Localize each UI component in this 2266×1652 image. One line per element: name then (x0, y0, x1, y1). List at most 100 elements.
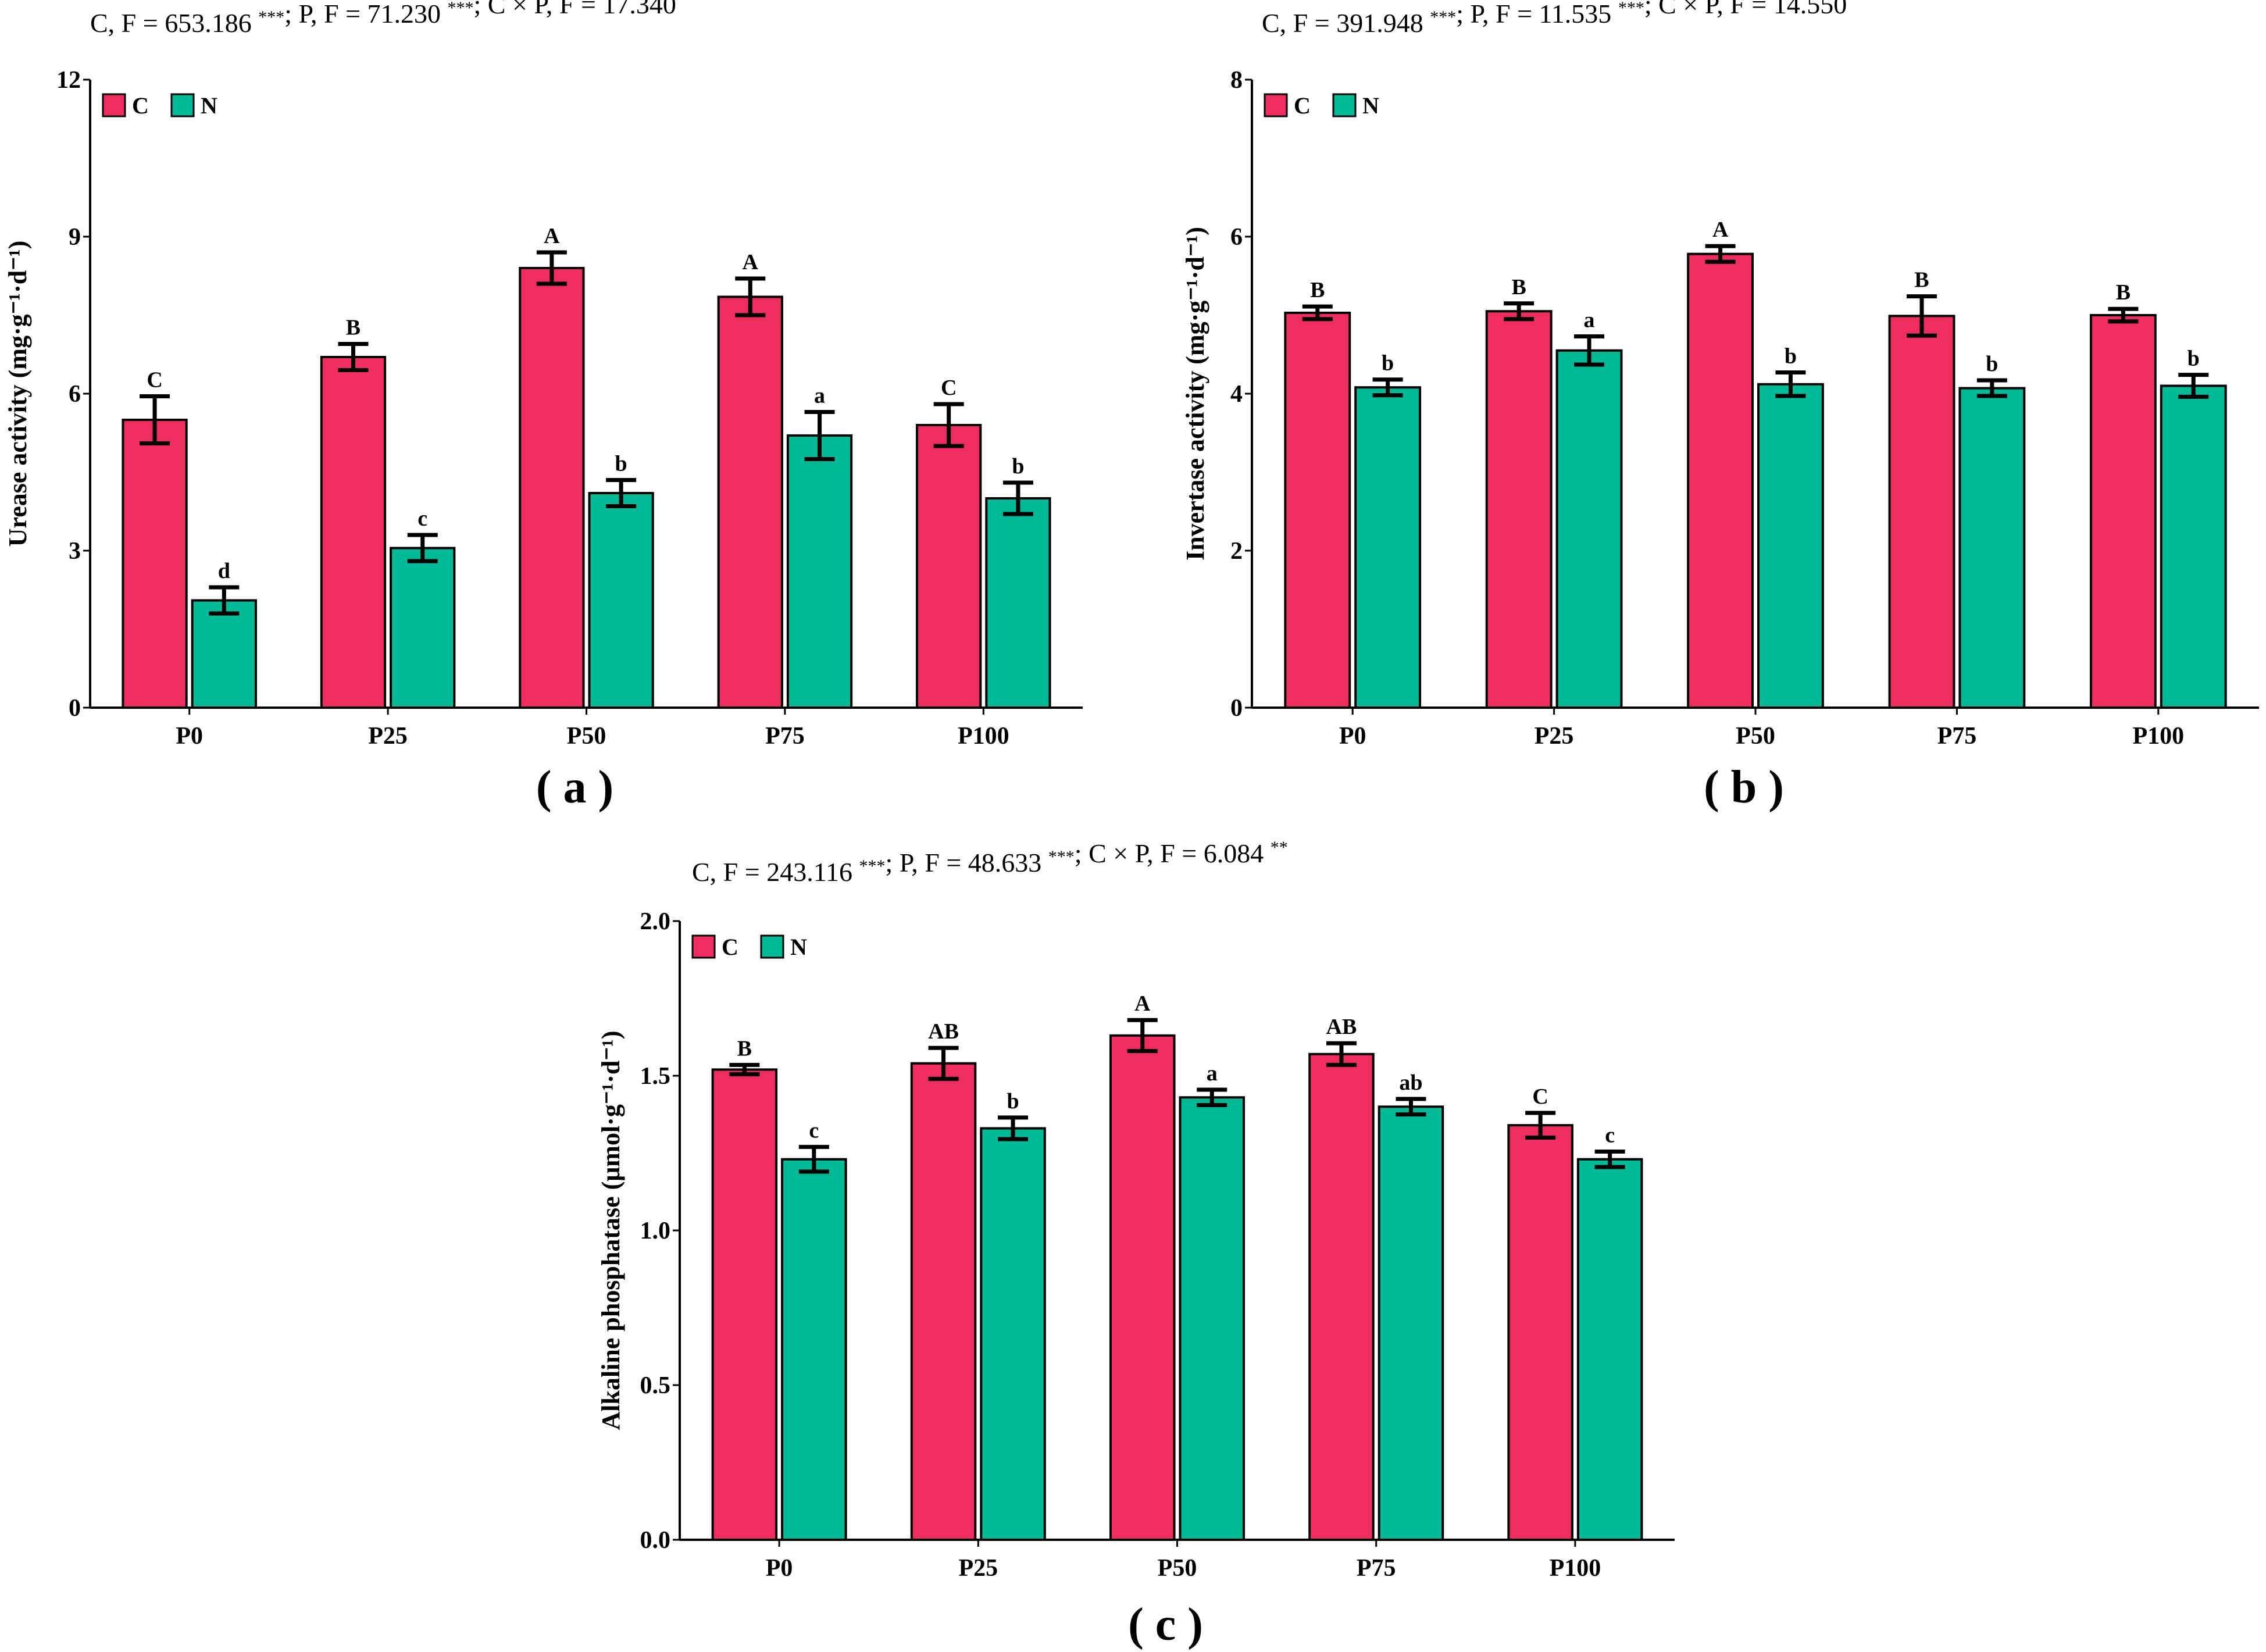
bar-C-P75 (1888, 315, 1955, 709)
bar-N-P100 (2160, 384, 2227, 709)
bar-N-P75 (1958, 387, 2026, 709)
bar-N-P0 (1354, 386, 1422, 709)
significance-stars: ** (1271, 838, 1288, 857)
significance-letter: B (346, 316, 361, 340)
title-text: C, F = 653.186 (90, 8, 258, 38)
chart-panel-c: C, F = 243.116 ***; P, F = 48.633 ***; C… (597, 838, 1675, 1650)
x-tick-label: P0 (1339, 723, 1366, 750)
y-tick-label: 0 (69, 695, 81, 722)
legend-swatch-C (691, 934, 716, 959)
significance-letter: b (2188, 347, 2200, 371)
title-text: C, F = 243.116 (692, 857, 859, 887)
y-tick-label: 6 (69, 381, 81, 408)
legend-swatch-N (760, 934, 784, 959)
x-tick-label: P0 (766, 1555, 793, 1582)
y-tick-label: 8 (1230, 67, 1243, 94)
significance-letter: B (1310, 278, 1325, 302)
significance-stars: *** (1048, 847, 1075, 866)
x-tick-label: P100 (2132, 723, 2184, 750)
x-tick-label: P100 (958, 723, 1009, 750)
legend-swatch-N (1332, 93, 1357, 117)
bar-N-P0 (781, 1158, 847, 1541)
significance-letter: A (1134, 991, 1151, 1016)
bar-C-P75 (1308, 1052, 1375, 1541)
y-tick-label: 1.5 (640, 1063, 671, 1090)
title-text: ; C × P, F = 14.550 (1644, 0, 1854, 19)
bar-N-P100 (985, 497, 1051, 709)
y-tick-label: 2.0 (640, 908, 671, 935)
title-text: ; C × P, F = 17.340 (474, 0, 683, 19)
significance-letter: C (941, 376, 957, 400)
bar-C-P25 (320, 356, 387, 709)
panel-label: ( c ) (1128, 1599, 1203, 1650)
significance-letter: A (544, 224, 560, 248)
bar-N-P25 (1555, 349, 1623, 709)
x-tick-label: P75 (1937, 723, 1977, 750)
title-text: ; C × P, F = 6.084 (1075, 839, 1271, 868)
x-tick-label: P25 (368, 723, 408, 750)
bar-C-P0 (711, 1068, 778, 1541)
significance-stars: *** (1430, 8, 1456, 27)
significance-letter: d (218, 559, 230, 583)
legend-swatch-C (1264, 93, 1288, 117)
x-tick-label: P50 (1736, 723, 1775, 750)
significance-stars: *** (859, 857, 886, 876)
x-tick-label: P0 (176, 723, 203, 750)
significance-letter: B (1914, 268, 1929, 292)
bar-C-P25 (1485, 310, 1553, 709)
bar-C-P50 (519, 267, 585, 709)
legend-label-C: C (1294, 92, 1311, 119)
bar-C-P100 (916, 424, 982, 709)
bar-N-P50 (588, 492, 654, 709)
significance-letter: A (743, 250, 759, 274)
legend-label-N: N (1362, 92, 1379, 119)
bar-N-P50 (1757, 383, 1824, 709)
y-tick-label: 4 (1230, 381, 1243, 408)
significance-letter: a (1584, 308, 1595, 332)
chart-panel-a: C, F = 653.186 ***; P, F = 71.230 ***; C… (3, 0, 1083, 813)
y-axis-label: Alkaline phosphatase (μmol·g⁻¹·d⁻¹) (597, 1030, 625, 1430)
x-tick-label: P50 (567, 723, 606, 750)
bar-N-P100 (1576, 1158, 1643, 1541)
significance-letter: ab (1399, 1071, 1422, 1095)
significance-letter: b (1007, 1089, 1019, 1114)
significance-letter: C (1532, 1084, 1548, 1109)
bar-N-P50 (1179, 1096, 1246, 1541)
significance-letter: c (1605, 1123, 1615, 1147)
bar-C-P100 (2089, 314, 2157, 709)
bar-C-P100 (1507, 1124, 1573, 1541)
significance-letter: A (1712, 217, 1729, 242)
significance-stars: *** (258, 8, 284, 27)
y-tick-label: 1.0 (640, 1218, 671, 1244)
significance-stars: *** (448, 0, 474, 17)
bar-C-P50 (1687, 252, 1754, 709)
bar-N-P0 (191, 599, 257, 709)
x-tick-label: P100 (1550, 1555, 1601, 1582)
y-tick-label: 2 (1230, 538, 1243, 565)
title-text: ; P, F = 71.230 (284, 0, 447, 28)
legend-label-N: N (201, 92, 217, 119)
y-axis-label: Urease activity (mg·g⁻¹·d⁻¹) (3, 241, 32, 547)
legend-label-C: C (132, 92, 149, 119)
bar-N-P25 (390, 547, 456, 709)
y-tick-label: 0.5 (640, 1372, 671, 1399)
x-tick-label: P25 (958, 1555, 998, 1582)
legend-label-N: N (790, 934, 807, 960)
significance-letter: a (814, 384, 825, 408)
significance-letter: a (1207, 1061, 1218, 1086)
significance-letter: B (737, 1036, 752, 1061)
significance-letter: C (147, 368, 162, 393)
significance-letter: b (1785, 344, 1797, 369)
significance-letter: c (809, 1118, 819, 1143)
y-tick-label: 9 (69, 224, 81, 251)
significance-letter: c (417, 506, 427, 531)
x-tick-label: P50 (1158, 1555, 1197, 1582)
bar-N-P25 (980, 1127, 1046, 1541)
significance-letter: B (1511, 275, 1526, 299)
significance-letter: AB (928, 1019, 959, 1044)
title-text: ; P, F = 11.535 (1456, 0, 1618, 28)
bar-C-P0 (122, 419, 188, 709)
bar-N-P75 (786, 434, 853, 709)
significance-letter: b (1986, 352, 1998, 376)
y-tick-label: 12 (56, 67, 81, 94)
